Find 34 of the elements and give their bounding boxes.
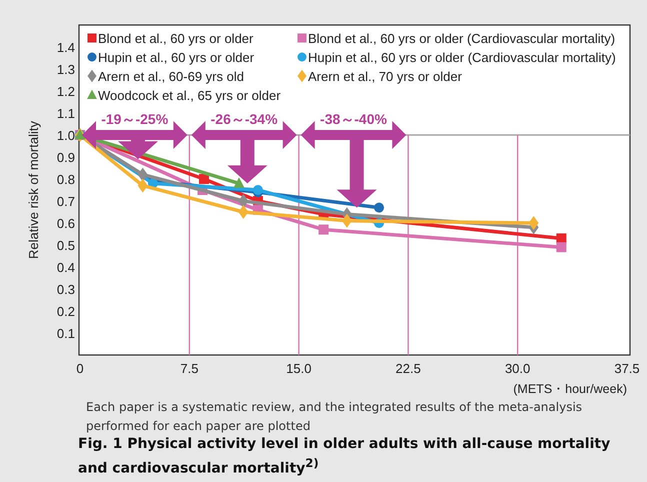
- annotation: -38～-40%: [320, 111, 388, 127]
- legend-label: Arern et al., 60-69 yrs old: [98, 69, 244, 84]
- y-tick-label: 0.6: [56, 216, 75, 231]
- y-tick-label: 0.9: [56, 150, 75, 165]
- legend-label: Woodcock et al., 65 yrs or older: [98, 88, 282, 103]
- y-axis-title: Relative risk of mortality: [26, 120, 41, 259]
- legend-label: Hupin et al., 60 yrs or older: [98, 50, 255, 65]
- text: Fig. 1 Physical activity level in older adults with all-cause mortality and cardiovascular mortality$^{2)}$: [78, 435, 612, 479]
- x-tick-label: 0: [76, 361, 84, 376]
- y-tick-label: 0.1: [56, 326, 75, 341]
- y-tick-label: 1.1: [56, 106, 75, 121]
- legend-label: Arern et al., 70 yrs or older: [308, 69, 463, 84]
- x-tick-label: 30.0: [504, 361, 530, 376]
- legend-label: Hupin et al., 60 yrs or older (Cardiovascular mortality): [308, 50, 616, 65]
- y-tick-label: 0.7: [56, 194, 75, 209]
- y-tick-label: 1.4: [56, 40, 75, 55]
- y-tick-label: 1.0: [56, 128, 75, 143]
- y-tick-label: 0.2: [56, 304, 75, 319]
- y-tick-label: 1.3: [56, 62, 75, 77]
- x-tick-label: 37.5: [614, 361, 640, 376]
- text: Each paper is a systematic review, and the integrated results of the meta-analysis performed for each paper are plotted: [86, 399, 584, 435]
- y-tick-label: 0.3: [56, 282, 75, 297]
- y-tick-label: 0.4: [56, 260, 75, 275]
- y-tick-label: 1.2: [56, 84, 75, 99]
- legend-label: Blond et al., 60 yrs or older: [98, 31, 254, 46]
- annotation: -19～-25%: [101, 111, 169, 127]
- legend-label: Blond et al., 60 yrs or older (Cardiovascular mortality): [308, 31, 616, 46]
- y-tick-label: 0.8: [56, 172, 75, 187]
- x-axis-title: (METS・hour/week): [513, 382, 627, 396]
- annotation: -26～-34%: [210, 111, 278, 127]
- x-tick-label: 7.5: [180, 361, 198, 376]
- x-tick-label: 15.0: [286, 361, 312, 376]
- y-tick-label: 0.5: [56, 238, 75, 253]
- x-tick-label: 22.5: [396, 361, 421, 376]
